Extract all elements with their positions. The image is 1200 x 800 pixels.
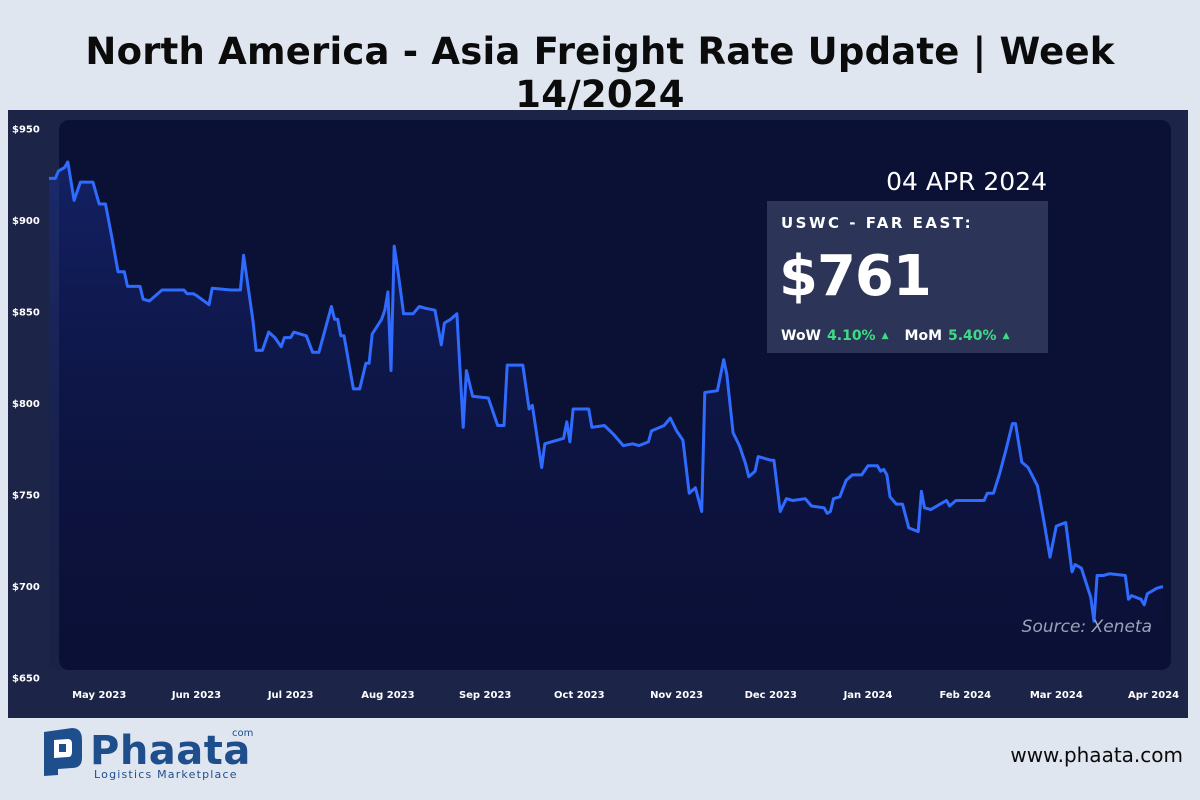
mom-value: 5.40% [948, 328, 997, 344]
x-tick-label: Aug 2023 [361, 690, 414, 701]
x-tick-label: Mar 2024 [1030, 690, 1083, 701]
x-tick-label: Dec 2023 [745, 690, 797, 701]
callout-date: 04 APR 2024 [886, 167, 1047, 196]
price-callout: USWC - FAR EAST: $761 WoW 4.10% ▲ MoM 5.40% ▲ [767, 201, 1048, 353]
x-tick-label: Nov 2023 [650, 690, 703, 701]
brand-name: Phaata [90, 728, 251, 774]
y-tick-label: $850 [12, 308, 40, 319]
x-tick-label: Jan 2024 [843, 690, 893, 701]
wow-label: WoW [781, 328, 822, 344]
page-title: North America - Asia Freight Rate Update… [85, 30, 1115, 116]
y-tick-label: $650 [12, 674, 40, 685]
triangle-up-icon: ▲ [1002, 331, 1010, 341]
x-tick-label: May 2023 [72, 690, 126, 701]
website-link[interactable]: www.phaata.com [1010, 743, 1183, 767]
route-label: USWC - FAR EAST: [781, 214, 974, 232]
brand-suffix: com [232, 728, 254, 739]
phaata-logo-mark-icon [44, 728, 82, 776]
y-tick-label: $750 [12, 491, 40, 502]
phaata-logo[interactable]: Phaata com Logistics Marketplace [38, 728, 268, 781]
y-tick-label: $700 [12, 582, 40, 593]
y-tick-label: $800 [12, 399, 40, 410]
wow-value: 4.10% [827, 328, 876, 344]
series-area-fill [49, 161, 1163, 670]
x-tick-label: Oct 2023 [554, 690, 605, 701]
change-stats: WoW 4.10% ▲ MoM 5.40% ▲ [781, 328, 1010, 344]
x-tick-label: Feb 2024 [939, 690, 991, 701]
source-note: Source: Xeneta [1021, 617, 1152, 637]
series-line [49, 160, 1164, 623]
x-tick-label: Jun 2023 [171, 690, 221, 701]
y-tick-label: $950 [12, 125, 40, 136]
mom-label: MoM [904, 328, 942, 344]
x-tick-label: Sep 2023 [459, 690, 511, 701]
current-price: $761 [779, 244, 932, 309]
x-tick-label: Jul 2023 [267, 690, 314, 701]
triangle-up-icon: ▲ [881, 331, 889, 341]
brand-tagline: Logistics Marketplace [94, 768, 238, 781]
y-tick-label: $900 [12, 216, 40, 227]
x-tick-label: Apr 2024 [1128, 690, 1179, 701]
